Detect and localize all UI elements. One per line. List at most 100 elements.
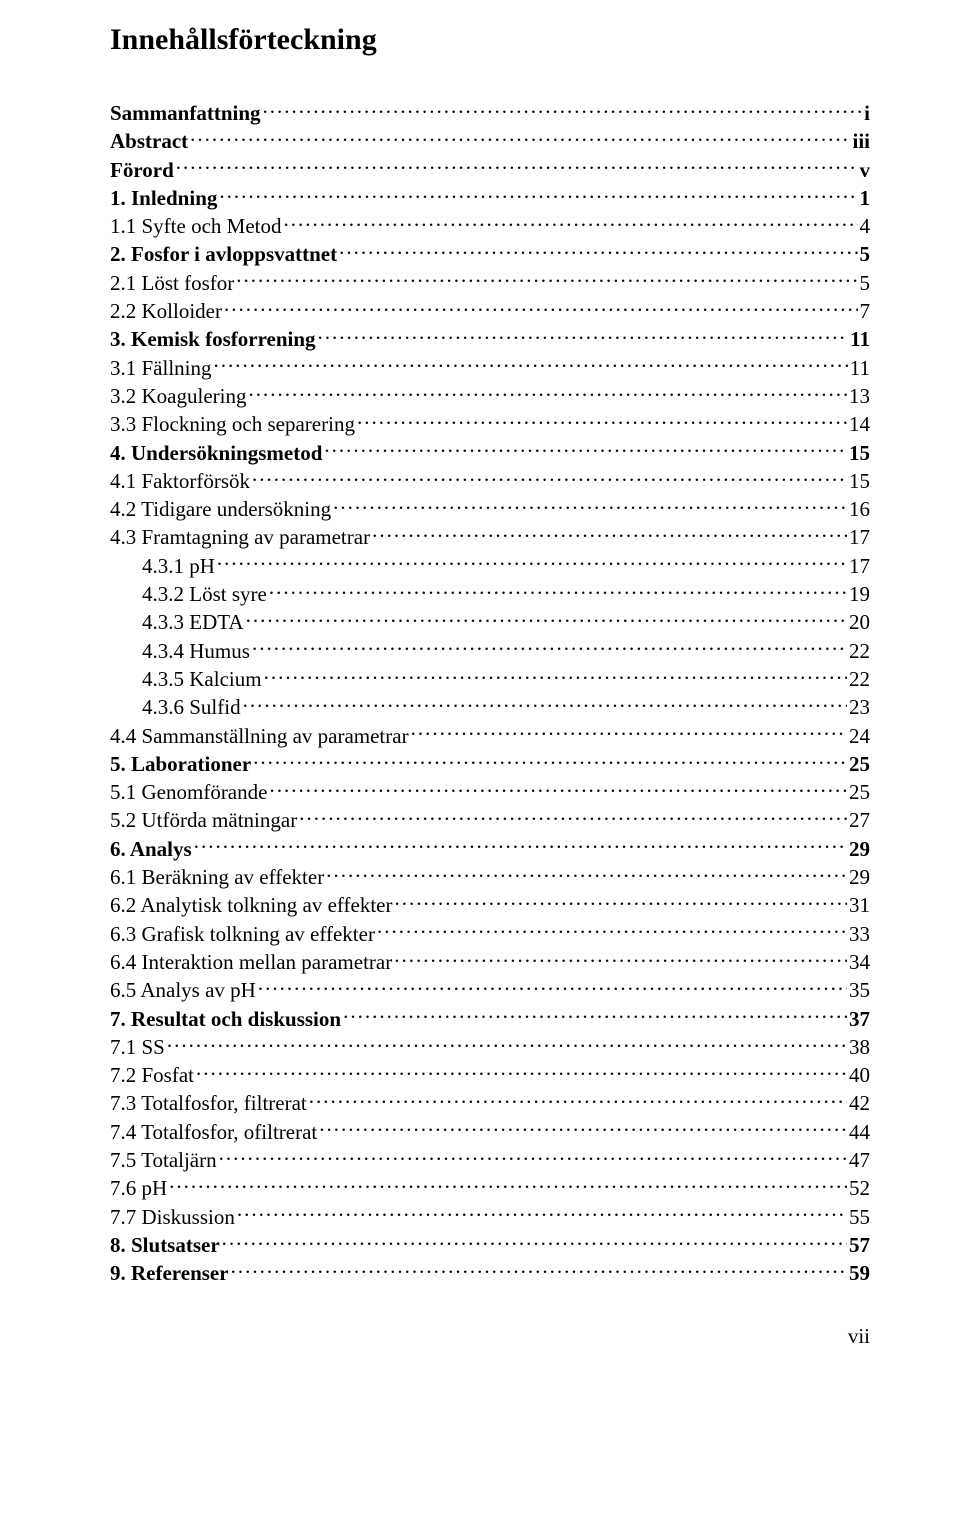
toc-entry-page: 19 [849, 581, 870, 608]
toc-entry-label: 3.2 Koagulering [110, 383, 246, 410]
toc-entry: 6. Analys29 [110, 835, 870, 863]
toc-entry: Förordv [110, 156, 870, 184]
toc-entry-label: 7.7 Diskussion [110, 1204, 235, 1231]
toc-entry: 1. Inledning1 [110, 184, 870, 212]
toc-leader-dots [196, 1061, 847, 1082]
toc-entry: 2.2 Kolloider7 [110, 297, 870, 325]
toc-leader-dots [236, 269, 857, 290]
toc-entry-page: 37 [849, 1006, 870, 1033]
toc-entry: 4. Undersökningsmetod 15 [110, 439, 870, 467]
toc-entry-label: 4.2 Tidigare undersökning [110, 496, 331, 523]
toc-entry: 7.2 Fosfat 40 [110, 1061, 870, 1089]
toc-entry-label: 4.3.6 Sulfid [142, 694, 241, 721]
toc-entry-label: Sammanfattning [110, 100, 261, 127]
toc-entry-label: 4.3.3 EDTA [142, 609, 244, 636]
toc-leader-dots [224, 297, 858, 318]
toc-entry-label: 6.5 Analys av pH [110, 977, 256, 1004]
toc-leader-dots [248, 382, 847, 403]
page-number: vii [110, 1323, 870, 1350]
toc-leader-dots [394, 891, 847, 912]
toc-leader-dots [190, 127, 850, 148]
toc-entry-page: 15 [849, 440, 870, 467]
toc-entry-page: 31 [849, 892, 870, 919]
toc-entry: 4.3.5 Kalcium22 [110, 665, 870, 693]
toc-leader-dots [283, 212, 857, 233]
toc-entry-page: 33 [849, 921, 870, 948]
toc-entry-label: 2.2 Kolloider [110, 298, 222, 325]
toc-entry: 1.1 Syfte och Metod 4 [110, 212, 870, 240]
toc-leader-dots [222, 1231, 847, 1252]
toc-entry-page: 27 [849, 807, 870, 834]
toc-leader-dots [194, 835, 847, 856]
toc-entry-page: 29 [849, 864, 870, 891]
toc-leader-dots [333, 495, 847, 516]
toc-leader-dots [269, 778, 847, 799]
toc-leader-dots [252, 467, 847, 488]
toc-leader-dots [176, 156, 858, 177]
toc-entry: 6.1 Beräkning av effekter29 [110, 863, 870, 891]
toc-entry-label: 4.1 Faktorförsök [110, 468, 250, 495]
toc-entry-label: 5.1 Genomförande [110, 779, 267, 806]
toc-entry: 5.2 Utförda mätningar 27 [110, 806, 870, 834]
toc-entry-label: 4. Undersökningsmetod [110, 440, 322, 467]
toc-entry: 7.6 pH52 [110, 1174, 870, 1202]
toc-leader-dots [377, 920, 847, 941]
toc-leader-dots [219, 1146, 847, 1167]
toc-entry: 6.5 Analys av pH35 [110, 976, 870, 1004]
toc-entry: 4.3 Framtagning av parametrar17 [110, 523, 870, 551]
toc-entry-page: 52 [849, 1175, 870, 1202]
toc-entry: Abstractiii [110, 127, 870, 155]
toc-entry-label: 4.3.1 pH [142, 553, 215, 580]
toc-entry: 4.3.2 Löst syre 19 [110, 580, 870, 608]
toc-entry-label: 4.4 Sammanställning av parametrar [110, 723, 409, 750]
toc-leader-dots [217, 552, 847, 573]
toc-entry: 7.5 Totaljärn47 [110, 1146, 870, 1174]
toc-leader-dots [357, 410, 847, 431]
toc-entry-label: 2.1 Löst fosfor [110, 270, 234, 297]
toc-leader-dots [219, 184, 857, 205]
toc-title: Innehållsförteckning [110, 20, 870, 59]
toc-leader-dots [252, 637, 847, 658]
toc-leader-dots [343, 1005, 847, 1026]
toc-entry-label: 4.3.4 Humus [142, 638, 250, 665]
toc-leader-dots [299, 806, 847, 827]
toc-entry: 2.1 Löst fosfor5 [110, 269, 870, 297]
toc-entry-label: 7.2 Fosfat [110, 1062, 194, 1089]
toc-entry: 4.2 Tidigare undersökning 16 [110, 495, 870, 523]
toc-entry-page: 34 [849, 949, 870, 976]
toc-entry-label: 7.3 Totalfosfor, filtrerat [110, 1090, 307, 1117]
toc-entry: 9. Referenser59 [110, 1259, 870, 1287]
toc-entry-page: 38 [849, 1034, 870, 1061]
toc-entry-page: 14 [849, 411, 870, 438]
toc-entry-label: 7.1 SS [110, 1034, 165, 1061]
toc-leader-dots [258, 976, 847, 997]
toc-entry-page: 16 [849, 496, 870, 523]
toc-leader-dots [326, 863, 847, 884]
toc-entry-label: 5.2 Utförda mätningar [110, 807, 297, 834]
toc-entry: 4.3.3 EDTA20 [110, 608, 870, 636]
toc-entry-label: 4.3.2 Löst syre [142, 581, 267, 608]
toc-leader-dots [264, 665, 847, 686]
toc-entry-page: 40 [849, 1062, 870, 1089]
toc-entry: 3.3 Flockning och separering14 [110, 410, 870, 438]
toc-entry-label: 6. Analys [110, 836, 192, 863]
toc-entry-page: 47 [849, 1147, 870, 1174]
toc-entry: 4.1 Faktorförsök15 [110, 467, 870, 495]
toc-entry-page: 22 [849, 666, 870, 693]
toc-entry-page: 59 [849, 1260, 870, 1287]
toc-entry: 6.3 Grafisk tolkning av effekter33 [110, 920, 870, 948]
toc-entry: 7.4 Totalfosfor, ofiltrerat44 [110, 1118, 870, 1146]
toc-entry-label: 1.1 Syfte och Metod [110, 213, 281, 240]
toc-entry: 3.2 Koagulering13 [110, 382, 870, 410]
toc-entry-label: 7. Resultat och diskussion [110, 1006, 341, 1033]
toc-entry-page: 4 [860, 213, 871, 240]
toc-entry-page: 25 [849, 751, 870, 778]
toc-entry-page: 11 [850, 355, 870, 382]
toc-entry: 7.1 SS 38 [110, 1033, 870, 1061]
toc-entry-page: 11 [850, 326, 870, 353]
toc-entry-label: 8. Slutsatser [110, 1232, 220, 1259]
toc-entry-label: 6.4 Interaktion mellan parametrar [110, 949, 392, 976]
toc-leader-dots [263, 99, 863, 120]
toc-entry-page: 22 [849, 638, 870, 665]
toc-entry-page: 57 [849, 1232, 870, 1259]
